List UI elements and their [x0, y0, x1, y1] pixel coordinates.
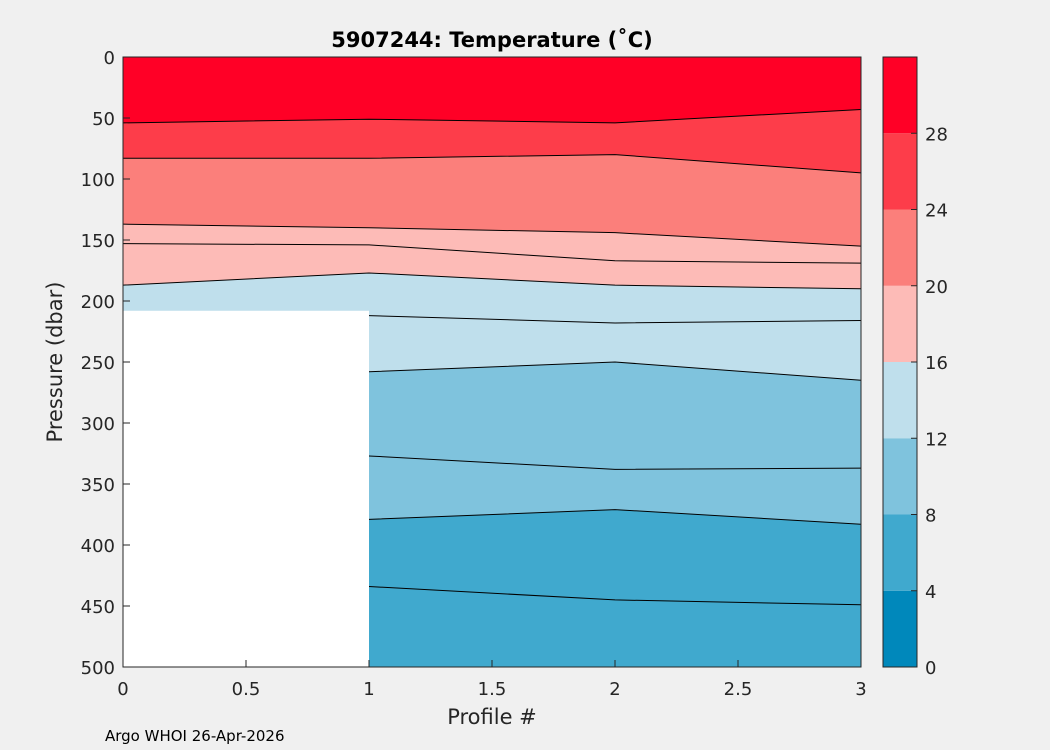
x-axis-label: Profile #	[447, 705, 537, 729]
colorbar-swatch-0	[883, 590, 917, 667]
x-tick-label-3: 1.5	[478, 679, 507, 700]
x-tick-label-0: 0	[117, 679, 128, 700]
colorbar-swatch-16	[883, 285, 917, 362]
y-tick-label-10: 500	[81, 658, 115, 679]
x-axis: 0 0.5 1 1.5 2 2.5 3	[117, 660, 867, 700]
colorbar-tick-label-5: 20	[925, 277, 948, 298]
colorbar-swatch-4	[883, 514, 917, 591]
x-tick-label-6: 3	[855, 679, 866, 700]
y-tick-label-7: 350	[81, 475, 115, 496]
y-tick-label-5: 250	[81, 353, 115, 374]
y-tick-label-0: 0	[104, 48, 115, 69]
colorbar-swatch-24	[883, 133, 917, 210]
isotherm-28	[122, 108, 862, 124]
y-tick-label-8: 400	[81, 536, 115, 557]
footer-credit: Argo WHOI 26-Apr-2026	[105, 727, 285, 745]
plot-area	[122, 56, 862, 668]
colorbar-tick-label-4: 16	[925, 353, 948, 374]
isotherm-24	[123, 154, 862, 174]
isotherm-14	[368, 315, 862, 324]
y-tick-label-1: 50	[92, 109, 115, 130]
isotherm-12	[368, 361, 862, 381]
isotherm-6	[368, 585, 862, 606]
colorbar-tick-label-3: 12	[925, 429, 948, 450]
x-tick-label-2: 1	[363, 679, 374, 700]
colorbar-tick-label-1: 4	[925, 582, 936, 603]
colorbar-tick-label-6: 24	[925, 201, 948, 222]
isotherm-20	[122, 223, 862, 247]
colorbar-swatch-12	[883, 362, 917, 439]
colorbar-swatch-8	[883, 438, 917, 515]
colorbar-swatch-28	[883, 57, 917, 134]
y-tick-label-4: 200	[81, 292, 115, 313]
chart-title: 5907244: Temperature (˚C)	[331, 28, 652, 52]
y-tick-label-6: 300	[81, 414, 115, 435]
y-tick-label-3: 150	[81, 231, 115, 252]
colorbar-tick-label-7: 28	[925, 124, 948, 145]
y-axis-label: Pressure (dbar)	[43, 282, 67, 443]
colorbar-swatch-20	[883, 209, 917, 286]
colorbar-tick-label-0: 0	[925, 658, 936, 679]
isotherm-8	[368, 509, 862, 525]
x-tick-label-5: 2.5	[724, 679, 753, 700]
y-tick-label-2: 100	[81, 170, 115, 191]
colorbar: 0 4 8 12 16 20 24 28	[882, 56, 948, 679]
y-axis: 0 50 100 150 200 250 300 350 400 450 500	[81, 48, 130, 679]
x-tick-label-1: 0.5	[232, 679, 261, 700]
band-below-6	[369, 586, 861, 667]
isotherm-16	[122, 272, 862, 290]
isotherm-10	[368, 455, 862, 470]
colorbar-tick-label-2: 8	[925, 506, 936, 527]
isotherm-18	[122, 243, 862, 264]
x-tick-label-4: 2	[609, 679, 620, 700]
no-data-region	[123, 310, 369, 667]
y-tick-label-9: 450	[81, 597, 115, 618]
